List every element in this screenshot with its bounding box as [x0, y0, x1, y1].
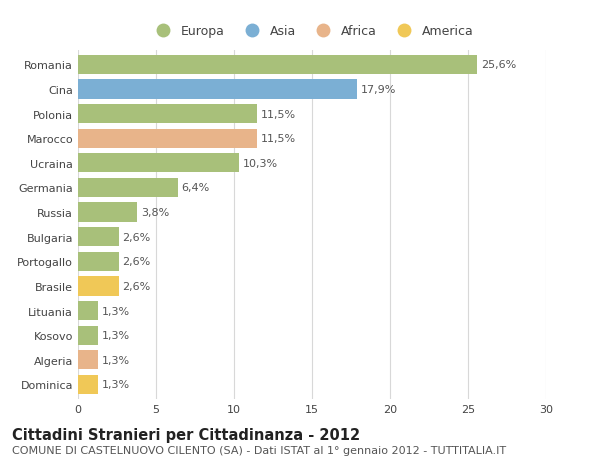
Bar	[78, 56, 478, 75]
Text: 6,4%: 6,4%	[182, 183, 210, 193]
Bar	[78, 80, 357, 100]
Text: 17,9%: 17,9%	[361, 85, 397, 95]
Text: 3,8%: 3,8%	[141, 207, 169, 218]
Legend: Europa, Asia, Africa, America: Europa, Asia, Africa, America	[148, 23, 476, 41]
Bar	[78, 350, 98, 369]
Text: Cittadini Stranieri per Cittadinanza - 2012: Cittadini Stranieri per Cittadinanza - 2…	[12, 427, 360, 442]
Bar	[78, 154, 239, 173]
Bar	[78, 179, 178, 198]
Bar	[78, 203, 137, 222]
Bar	[78, 228, 119, 247]
Text: COMUNE DI CASTELNUOVO CILENTO (SA) - Dati ISTAT al 1° gennaio 2012 - TUTTITALIA.: COMUNE DI CASTELNUOVO CILENTO (SA) - Dat…	[12, 445, 506, 455]
Text: 11,5%: 11,5%	[261, 134, 296, 144]
Bar	[78, 277, 119, 296]
Text: 2,6%: 2,6%	[122, 257, 151, 267]
Text: 1,3%: 1,3%	[102, 330, 130, 341]
Text: 1,3%: 1,3%	[102, 306, 130, 316]
Text: 2,6%: 2,6%	[122, 232, 151, 242]
Text: 2,6%: 2,6%	[122, 281, 151, 291]
Text: 1,3%: 1,3%	[102, 355, 130, 365]
Text: 25,6%: 25,6%	[481, 60, 517, 70]
Bar	[78, 326, 98, 345]
Bar	[78, 301, 98, 320]
Text: 1,3%: 1,3%	[102, 380, 130, 390]
Bar	[78, 129, 257, 149]
Bar	[78, 252, 119, 271]
Bar	[78, 105, 257, 124]
Bar	[78, 375, 98, 394]
Text: 11,5%: 11,5%	[261, 109, 296, 119]
Text: 10,3%: 10,3%	[242, 158, 278, 168]
